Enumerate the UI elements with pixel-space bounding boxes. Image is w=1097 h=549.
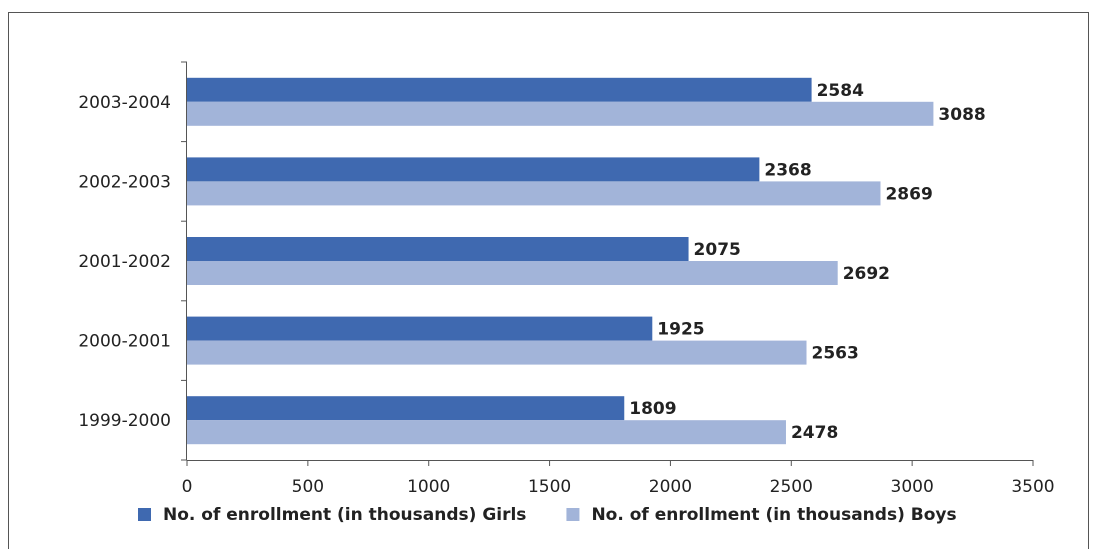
- data-label: 2478: [791, 423, 838, 443]
- bar-boys: [187, 181, 881, 206]
- legend-label: No. of enrollment (in thousands) Boys: [591, 505, 956, 525]
- x-tick-label: 2000: [649, 477, 692, 497]
- bar-girls: [187, 316, 653, 341]
- y-tick-label: 2003-2004: [78, 93, 171, 113]
- legend-label: No. of enrollment (in thousands) Girls: [163, 505, 526, 525]
- data-label: 2584: [817, 81, 864, 101]
- x-tick-label: 0: [182, 477, 193, 497]
- bar-girls: [187, 157, 760, 182]
- bar-girls: [187, 77, 812, 102]
- data-label: 1809: [629, 399, 676, 419]
- legend-swatch-girls: [138, 508, 151, 521]
- y-tick-label: 2002-2003: [78, 172, 171, 192]
- bar-boys: [187, 420, 786, 445]
- plot-area: 0 500 1000 1500 2000 2500 3000 3500 1999-2000 180…: [78, 61, 1055, 497]
- x-tick-label: 1500: [528, 477, 571, 497]
- data-label: 2869: [885, 184, 932, 204]
- legend: No. of enrollment (in thousands) Girls No…: [138, 505, 957, 525]
- y-tick-label: 1999-2000: [78, 411, 171, 431]
- legend-swatch-boys: [566, 508, 580, 521]
- data-label: 1925: [657, 320, 704, 340]
- bar-boys: [187, 261, 838, 285]
- data-label: 2563: [812, 344, 859, 364]
- bar-boys: [187, 101, 934, 126]
- x-tick-label: 1000: [407, 477, 450, 497]
- data-label: 2692: [843, 264, 890, 284]
- y-tick-label: 2000-2001: [78, 332, 171, 352]
- x-tick-label: 3000: [891, 477, 934, 497]
- x-tick-label: 2500: [770, 477, 813, 497]
- data-label: 3088: [938, 105, 985, 125]
- x-tick-label: 3500: [1011, 477, 1054, 497]
- bar-girls: [187, 396, 625, 421]
- data-label: 2368: [764, 160, 811, 180]
- bar-girls: [187, 237, 689, 261]
- chart-border: [8, 12, 1089, 549]
- bar-boys: [187, 340, 807, 365]
- x-tick-label: 500: [292, 477, 324, 497]
- y-tick-label: 2001-2002: [78, 252, 171, 272]
- data-label: 2075: [694, 240, 741, 260]
